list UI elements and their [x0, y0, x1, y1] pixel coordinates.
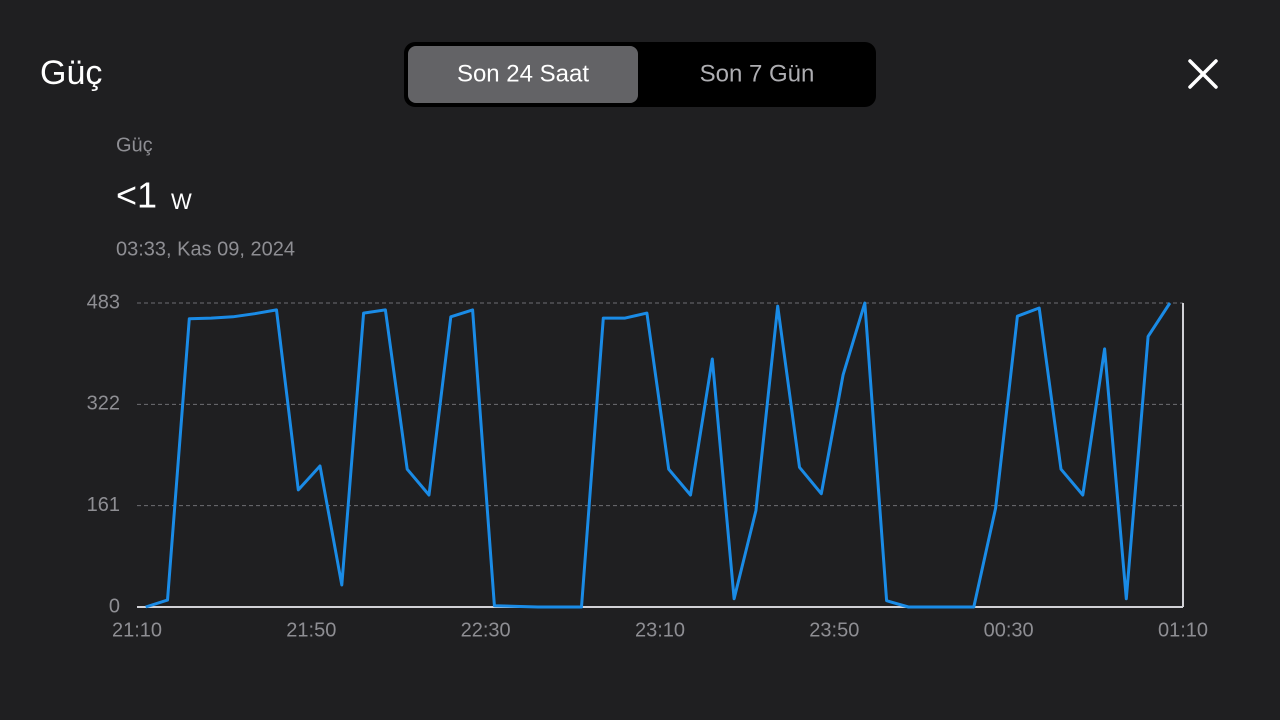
- stat-timestamp: 03:33, Kas 09, 2024: [116, 238, 295, 260]
- y-tick-label: 322: [87, 393, 120, 415]
- tab[interactable]: Son 7 Gün: [700, 60, 815, 87]
- page-title: Güç: [40, 54, 102, 92]
- x-tick-label: 22:30: [461, 619, 511, 641]
- tab[interactable]: Son 24 Saat: [457, 60, 589, 87]
- data-line: [145, 301, 1172, 609]
- chart: 0 161 322 483 21:10 21:50 22:30 23:10 23:50 00:30…: [87, 291, 1208, 641]
- x-tick-label: 00:30: [984, 619, 1034, 641]
- stat-value: <1: [116, 175, 157, 216]
- tab-active-bg: [408, 46, 638, 103]
- y-tick-label: 483: [87, 291, 120, 313]
- y-tick-label: 161: [87, 494, 120, 516]
- close-icon: [1188, 59, 1218, 89]
- x-tick-label: 23:10: [635, 619, 685, 641]
- y-tick-label: 0: [109, 595, 120, 617]
- stat-label: Güç: [116, 134, 153, 156]
- close-button[interactable]: [1188, 59, 1218, 89]
- stat-unit: W: [171, 189, 192, 214]
- x-tick-label: 21:50: [286, 619, 336, 641]
- x-tick-label: 23:50: [809, 619, 859, 641]
- tabs: Son 24 Saat Son 7 Gün: [408, 46, 814, 103]
- x-tick-label: 21:10: [112, 619, 162, 641]
- x-tick-label: 01:10: [1158, 619, 1208, 641]
